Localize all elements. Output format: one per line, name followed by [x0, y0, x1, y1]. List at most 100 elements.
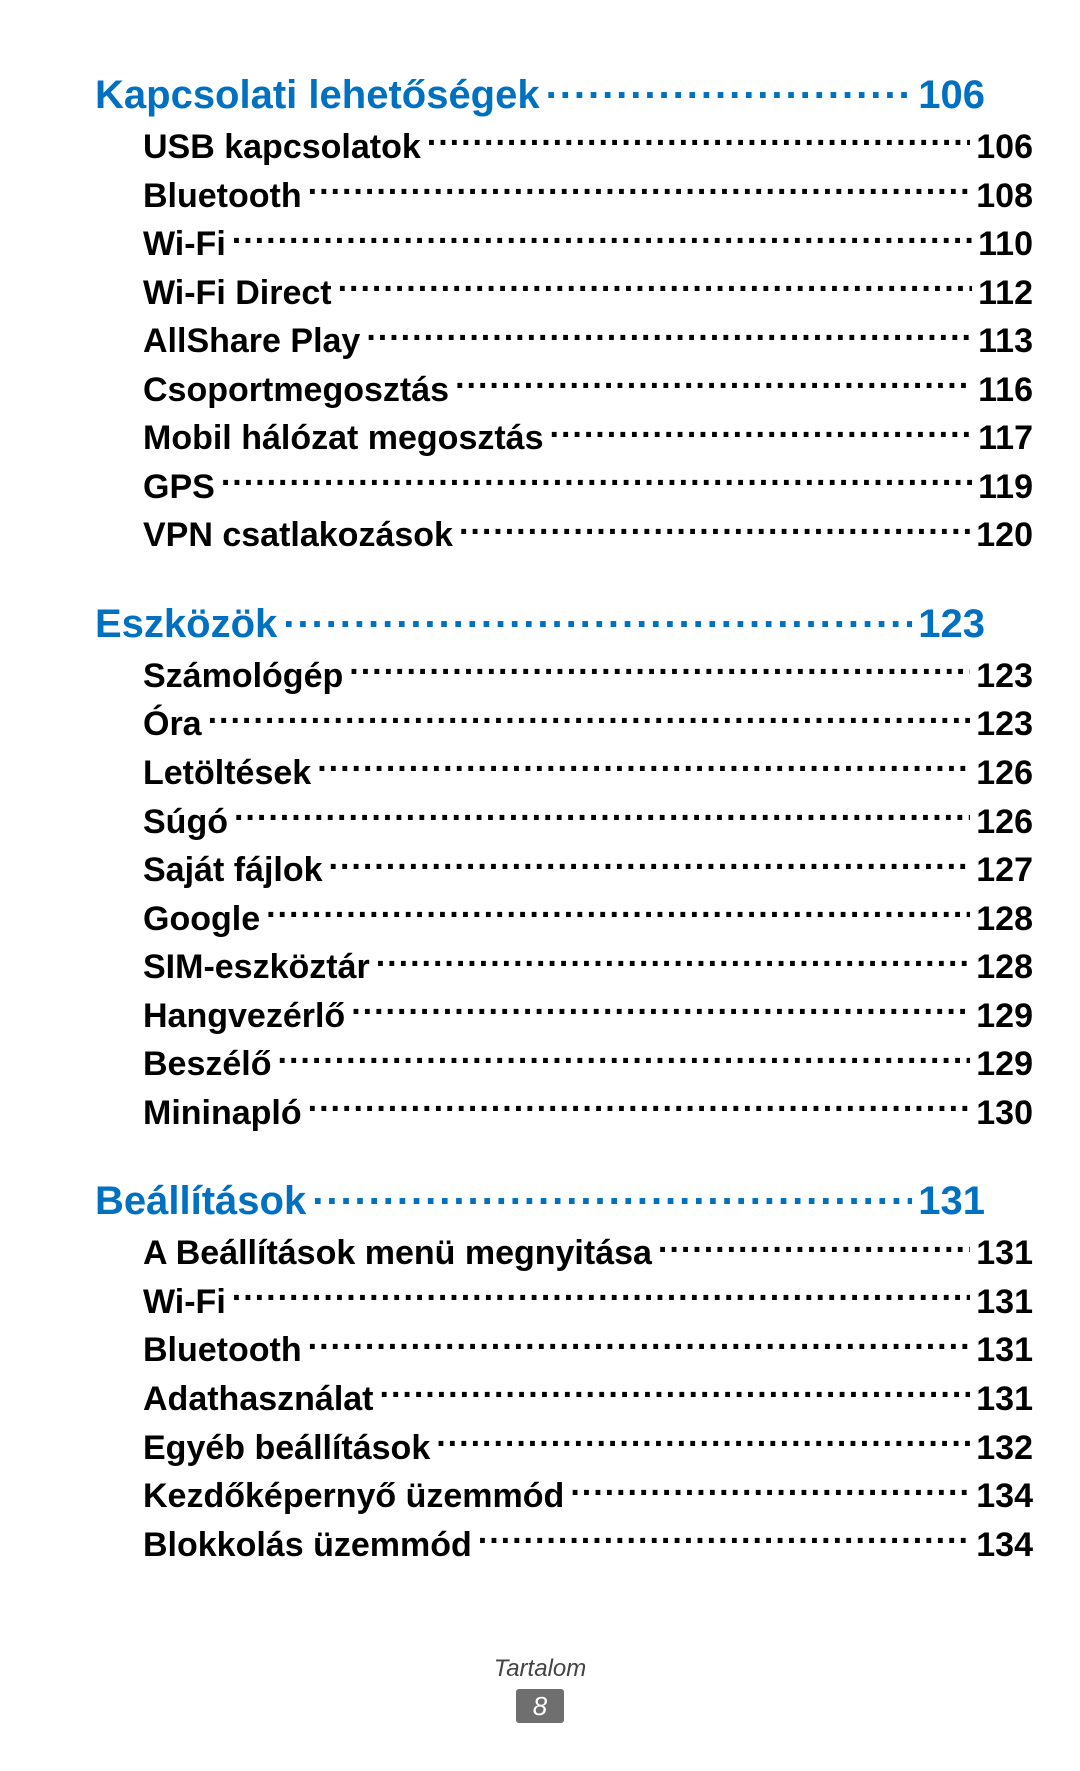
toc-item-page: 120: [976, 513, 1033, 559]
toc-item[interactable]: Kezdőképernyő üzemmód 134: [143, 1473, 1033, 1520]
toc-leader: [308, 1090, 971, 1124]
toc-item[interactable]: Beszélő 129: [143, 1041, 1033, 1088]
page-footer: Tartalom 8: [0, 1655, 1080, 1723]
toc-item[interactable]: Mobil hálózat megosztás 117: [143, 415, 1033, 462]
toc-item-page: 117: [978, 416, 1033, 462]
toc-item[interactable]: SIM-eszköztár 128: [143, 944, 1033, 991]
toc-item-label: A Beállítások menü megnyitása: [143, 1231, 652, 1277]
toc-item-label: Wi-Fi: [143, 1280, 226, 1326]
toc-leader: [658, 1230, 970, 1264]
toc-item-page: 129: [976, 1042, 1033, 1088]
toc-item[interactable]: Bluetooth 131: [143, 1327, 1033, 1374]
toc-item-label: SIM-eszköztár: [143, 945, 370, 991]
toc-item-page: 129: [976, 994, 1033, 1040]
toc-section[interactable]: Beállítások 131: [95, 1174, 985, 1224]
toc-item-page: 110: [978, 222, 1033, 268]
toc-item-label: Blokkolás üzemmód: [143, 1523, 472, 1569]
toc-item-label: Adathasználat: [143, 1377, 374, 1423]
toc-item-page: 126: [976, 800, 1033, 846]
toc-item-page: 123: [976, 702, 1033, 748]
toc-item[interactable]: A Beállítások menü megnyitása 131: [143, 1230, 1033, 1277]
toc-item[interactable]: Súgó 126: [143, 799, 1033, 846]
toc-item-label: AllShare Play: [143, 319, 360, 365]
toc-leader: [546, 68, 913, 108]
toc-item-label: Bluetooth: [143, 174, 302, 220]
toc-section[interactable]: Kapcsolati lehetőségek 106: [95, 68, 985, 118]
toc-item-page: 132: [976, 1426, 1033, 1472]
toc-item[interactable]: Egyéb beállítások 132: [143, 1425, 1033, 1472]
toc-item-label: Mininapló: [143, 1091, 302, 1137]
toc-section-page: 106: [918, 73, 985, 118]
toc-item[interactable]: Google 128: [143, 896, 1033, 943]
toc-item-label: Egyéb beállítások: [143, 1426, 430, 1472]
toc-leader: [570, 1473, 970, 1507]
toc-leader: [550, 415, 973, 449]
toc-item-label: GPS: [143, 465, 215, 511]
toc-leader: [349, 653, 970, 687]
toc-item-label: Saját fájlok: [143, 848, 323, 894]
toc-item[interactable]: VPN csatlakozások 120: [143, 512, 1033, 559]
toc-item-label: Súgó: [143, 800, 228, 846]
toc-item[interactable]: Hangvezérlő 129: [143, 993, 1033, 1040]
toc-leader: [366, 318, 972, 352]
toc-item[interactable]: Wi-Fi Direct 112: [143, 270, 1033, 317]
toc-leader: [478, 1522, 971, 1556]
toc-item-page: 128: [976, 945, 1033, 991]
toc-item-page: 113: [978, 319, 1033, 365]
toc-item-page: 123: [976, 654, 1033, 700]
toc-leader: [317, 750, 970, 784]
toc-item-label: Wi-Fi Direct: [143, 271, 332, 317]
toc-item-label: Letöltések: [143, 751, 311, 797]
toc-item-label: USB kapcsolatok: [143, 125, 421, 171]
toc-leader: [436, 1425, 970, 1459]
toc-item-page: 134: [976, 1523, 1033, 1569]
toc-leader: [329, 847, 971, 881]
toc-item-label: Beszélő: [143, 1042, 272, 1088]
toc-item[interactable]: Számológép 123: [143, 653, 1033, 700]
toc-item[interactable]: Óra 123: [143, 701, 1033, 748]
toc-leader: [351, 993, 970, 1027]
toc-leader: [232, 1279, 970, 1313]
toc-section[interactable]: Eszközök 123: [95, 597, 985, 647]
toc-leader: [308, 1327, 971, 1361]
toc-leader: [380, 1376, 971, 1410]
toc-item-page: 116: [978, 368, 1033, 414]
toc-leader: [459, 512, 970, 546]
toc-item[interactable]: Bluetooth 108: [143, 173, 1033, 220]
toc-item[interactable]: AllShare Play 113: [143, 318, 1033, 365]
toc-item-label: Wi-Fi: [143, 222, 226, 268]
toc-item[interactable]: Blokkolás üzemmód 134: [143, 1522, 1033, 1569]
toc-item-page: 128: [976, 897, 1033, 943]
toc-item[interactable]: Wi-Fi 131: [143, 1279, 1033, 1326]
toc-item-page: 131: [976, 1231, 1033, 1277]
toc-item[interactable]: Letöltések 126: [143, 750, 1033, 797]
toc-item[interactable]: GPS 119: [143, 464, 1033, 511]
toc-item[interactable]: Wi-Fi 110: [143, 221, 1033, 268]
toc-leader: [427, 124, 971, 158]
toc-item-label: Mobil hálózat megosztás: [143, 416, 544, 462]
toc-section-title: Kapcsolati lehetőségek: [95, 73, 540, 118]
toc-item-label: Számológép: [143, 654, 343, 700]
toc-item[interactable]: Csoportmegosztás 116: [143, 367, 1033, 414]
toc-section-page: 123: [918, 602, 985, 647]
toc-item-page: 131: [976, 1280, 1033, 1326]
toc-item-page: 127: [976, 848, 1033, 894]
toc-section-title: Eszközök: [95, 602, 277, 647]
footer-page-number: 8: [516, 1689, 564, 1723]
toc-item-page: 108: [976, 174, 1033, 220]
toc-leader: [312, 1174, 912, 1214]
toc-leader: [232, 221, 972, 255]
toc-item[interactable]: Mininapló 130: [143, 1090, 1033, 1137]
toc-item-label: Bluetooth: [143, 1328, 302, 1374]
toc-item[interactable]: USB kapcsolatok 106: [143, 124, 1033, 171]
toc-item-label: Kezdőképernyő üzemmód: [143, 1474, 564, 1520]
toc-item[interactable]: Saját fájlok 127: [143, 847, 1033, 894]
toc-leader: [221, 464, 972, 498]
toc-container: Kapcsolati lehetőségek 106 USB kapcsolato…: [95, 68, 985, 1568]
toc-item[interactable]: Adathasználat 131: [143, 1376, 1033, 1423]
toc-page: Kapcsolati lehetőségek 106 USB kapcsolato…: [0, 0, 1080, 1771]
toc-section-title: Beállítások: [95, 1179, 306, 1224]
toc-item-page: 131: [976, 1377, 1033, 1423]
toc-item-label: Óra: [143, 702, 202, 748]
toc-leader: [278, 1041, 971, 1075]
